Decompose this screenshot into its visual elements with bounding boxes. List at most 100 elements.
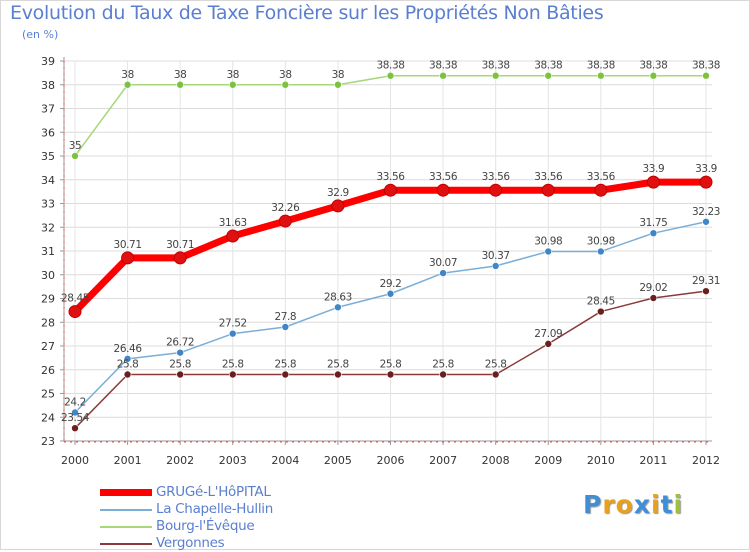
y-tick-label: 36 — [41, 126, 55, 139]
data-label: 38 — [332, 69, 345, 81]
y-tick-label: 26 — [41, 364, 55, 377]
legend-swatch — [100, 509, 152, 511]
series-point — [173, 251, 187, 265]
legend-label: Bourg-l'Évêque — [156, 518, 255, 534]
data-label: 38 — [121, 69, 134, 81]
data-label: 32.9 — [327, 187, 349, 199]
data-label: 24.2 — [64, 397, 86, 409]
logo-letter: x — [633, 490, 651, 519]
x-tick-label: 2012 — [692, 454, 720, 467]
series-point — [71, 424, 79, 432]
y-tick-label: 32 — [41, 221, 55, 234]
series-point — [331, 199, 345, 213]
data-label: 29.31 — [692, 275, 720, 287]
data-label: 26.72 — [166, 337, 194, 349]
data-label: 25.8 — [485, 359, 507, 371]
series-point — [439, 71, 447, 80]
series-point — [646, 175, 660, 189]
series-point — [176, 370, 184, 379]
series-point — [489, 183, 503, 197]
series-point — [228, 329, 237, 338]
data-label: 32.23 — [692, 206, 720, 218]
legend-label: La Chapelle-Hullin — [156, 501, 274, 517]
series-point — [699, 175, 713, 189]
y-tick-label: 28 — [41, 316, 55, 329]
data-label: 31.63 — [219, 217, 247, 229]
data-label: 38.38 — [587, 60, 615, 72]
series-point — [649, 71, 658, 80]
data-label: 28.45 — [61, 293, 89, 305]
series-point — [281, 370, 290, 379]
y-unit-label: (en %) — [22, 28, 59, 41]
data-label: 30.37 — [482, 250, 510, 262]
y-tick-label: 23 — [41, 435, 55, 448]
series-point — [71, 408, 79, 417]
series-point — [176, 348, 184, 357]
y-tick-label: 39 — [41, 55, 55, 68]
series-point — [597, 71, 605, 80]
logo-letter: o — [615, 490, 634, 519]
series-point — [491, 71, 500, 80]
chart-title: Evolution du Taux de Taxe Foncière sur l… — [10, 2, 604, 24]
series-point — [439, 370, 447, 379]
data-label: 27.52 — [219, 318, 247, 330]
series-point — [228, 80, 237, 89]
data-label: 27.8 — [274, 311, 296, 323]
data-label: 38 — [279, 69, 292, 81]
logo-letter: i — [673, 490, 684, 519]
series-point — [491, 262, 500, 270]
series-point — [544, 247, 553, 256]
series-point — [334, 303, 342, 312]
grid — [64, 60, 712, 442]
x-tick-label: 2003 — [219, 454, 247, 467]
x-tick-label: 2009 — [534, 454, 562, 467]
data-label: 30.98 — [587, 235, 615, 247]
data-label: 30.07 — [429, 257, 457, 269]
series-point — [597, 247, 605, 256]
data-label: 33.56 — [534, 171, 563, 183]
x-tick-label: 2005 — [324, 454, 352, 467]
series-point — [702, 71, 710, 80]
y-tick-label: 35 — [41, 150, 55, 163]
x-tick-label: 2010 — [587, 454, 615, 467]
series-point — [334, 370, 342, 379]
data-label: 25.8 — [169, 359, 191, 371]
series-point — [123, 80, 132, 89]
x-tick-label: 2000 — [61, 454, 89, 467]
series-point — [544, 340, 553, 348]
logo-letter: P — [583, 490, 603, 519]
data-label: 38 — [226, 69, 239, 81]
data-label: 27.09 — [534, 328, 562, 340]
series-point — [649, 229, 658, 237]
series-point — [541, 183, 555, 197]
legend-swatch — [100, 543, 152, 545]
data-label: 25.8 — [274, 359, 296, 371]
series-point — [71, 152, 79, 160]
data-label: 38.38 — [534, 60, 562, 72]
data-label: 38.38 — [639, 60, 667, 72]
x-tick-label: 2001 — [114, 454, 142, 467]
series-point — [384, 183, 397, 197]
data-label: 25.8 — [222, 359, 244, 371]
logo-letter: i — [651, 490, 661, 519]
series-point — [123, 355, 132, 363]
data-label: 35 — [69, 140, 82, 152]
logo-letter: t — [660, 490, 674, 519]
series-point — [176, 80, 184, 89]
data-label: 30.71 — [166, 239, 194, 251]
data-label: 29.02 — [639, 282, 667, 294]
series-point — [491, 370, 500, 379]
logo-letter: r — [602, 490, 616, 519]
series-point — [228, 370, 237, 379]
series-point — [278, 214, 292, 228]
data-label: 30.98 — [534, 235, 562, 247]
series-point — [436, 183, 450, 197]
data-label: 33.9 — [643, 163, 665, 175]
data-label: 29.2 — [380, 278, 402, 290]
series-point — [386, 370, 395, 379]
data-label: 38.38 — [376, 60, 404, 72]
y-tick-label: 33 — [41, 198, 55, 211]
legend-label: GRUGé-L'HôPITAL — [156, 484, 271, 500]
data-label: 25.8 — [432, 359, 454, 371]
